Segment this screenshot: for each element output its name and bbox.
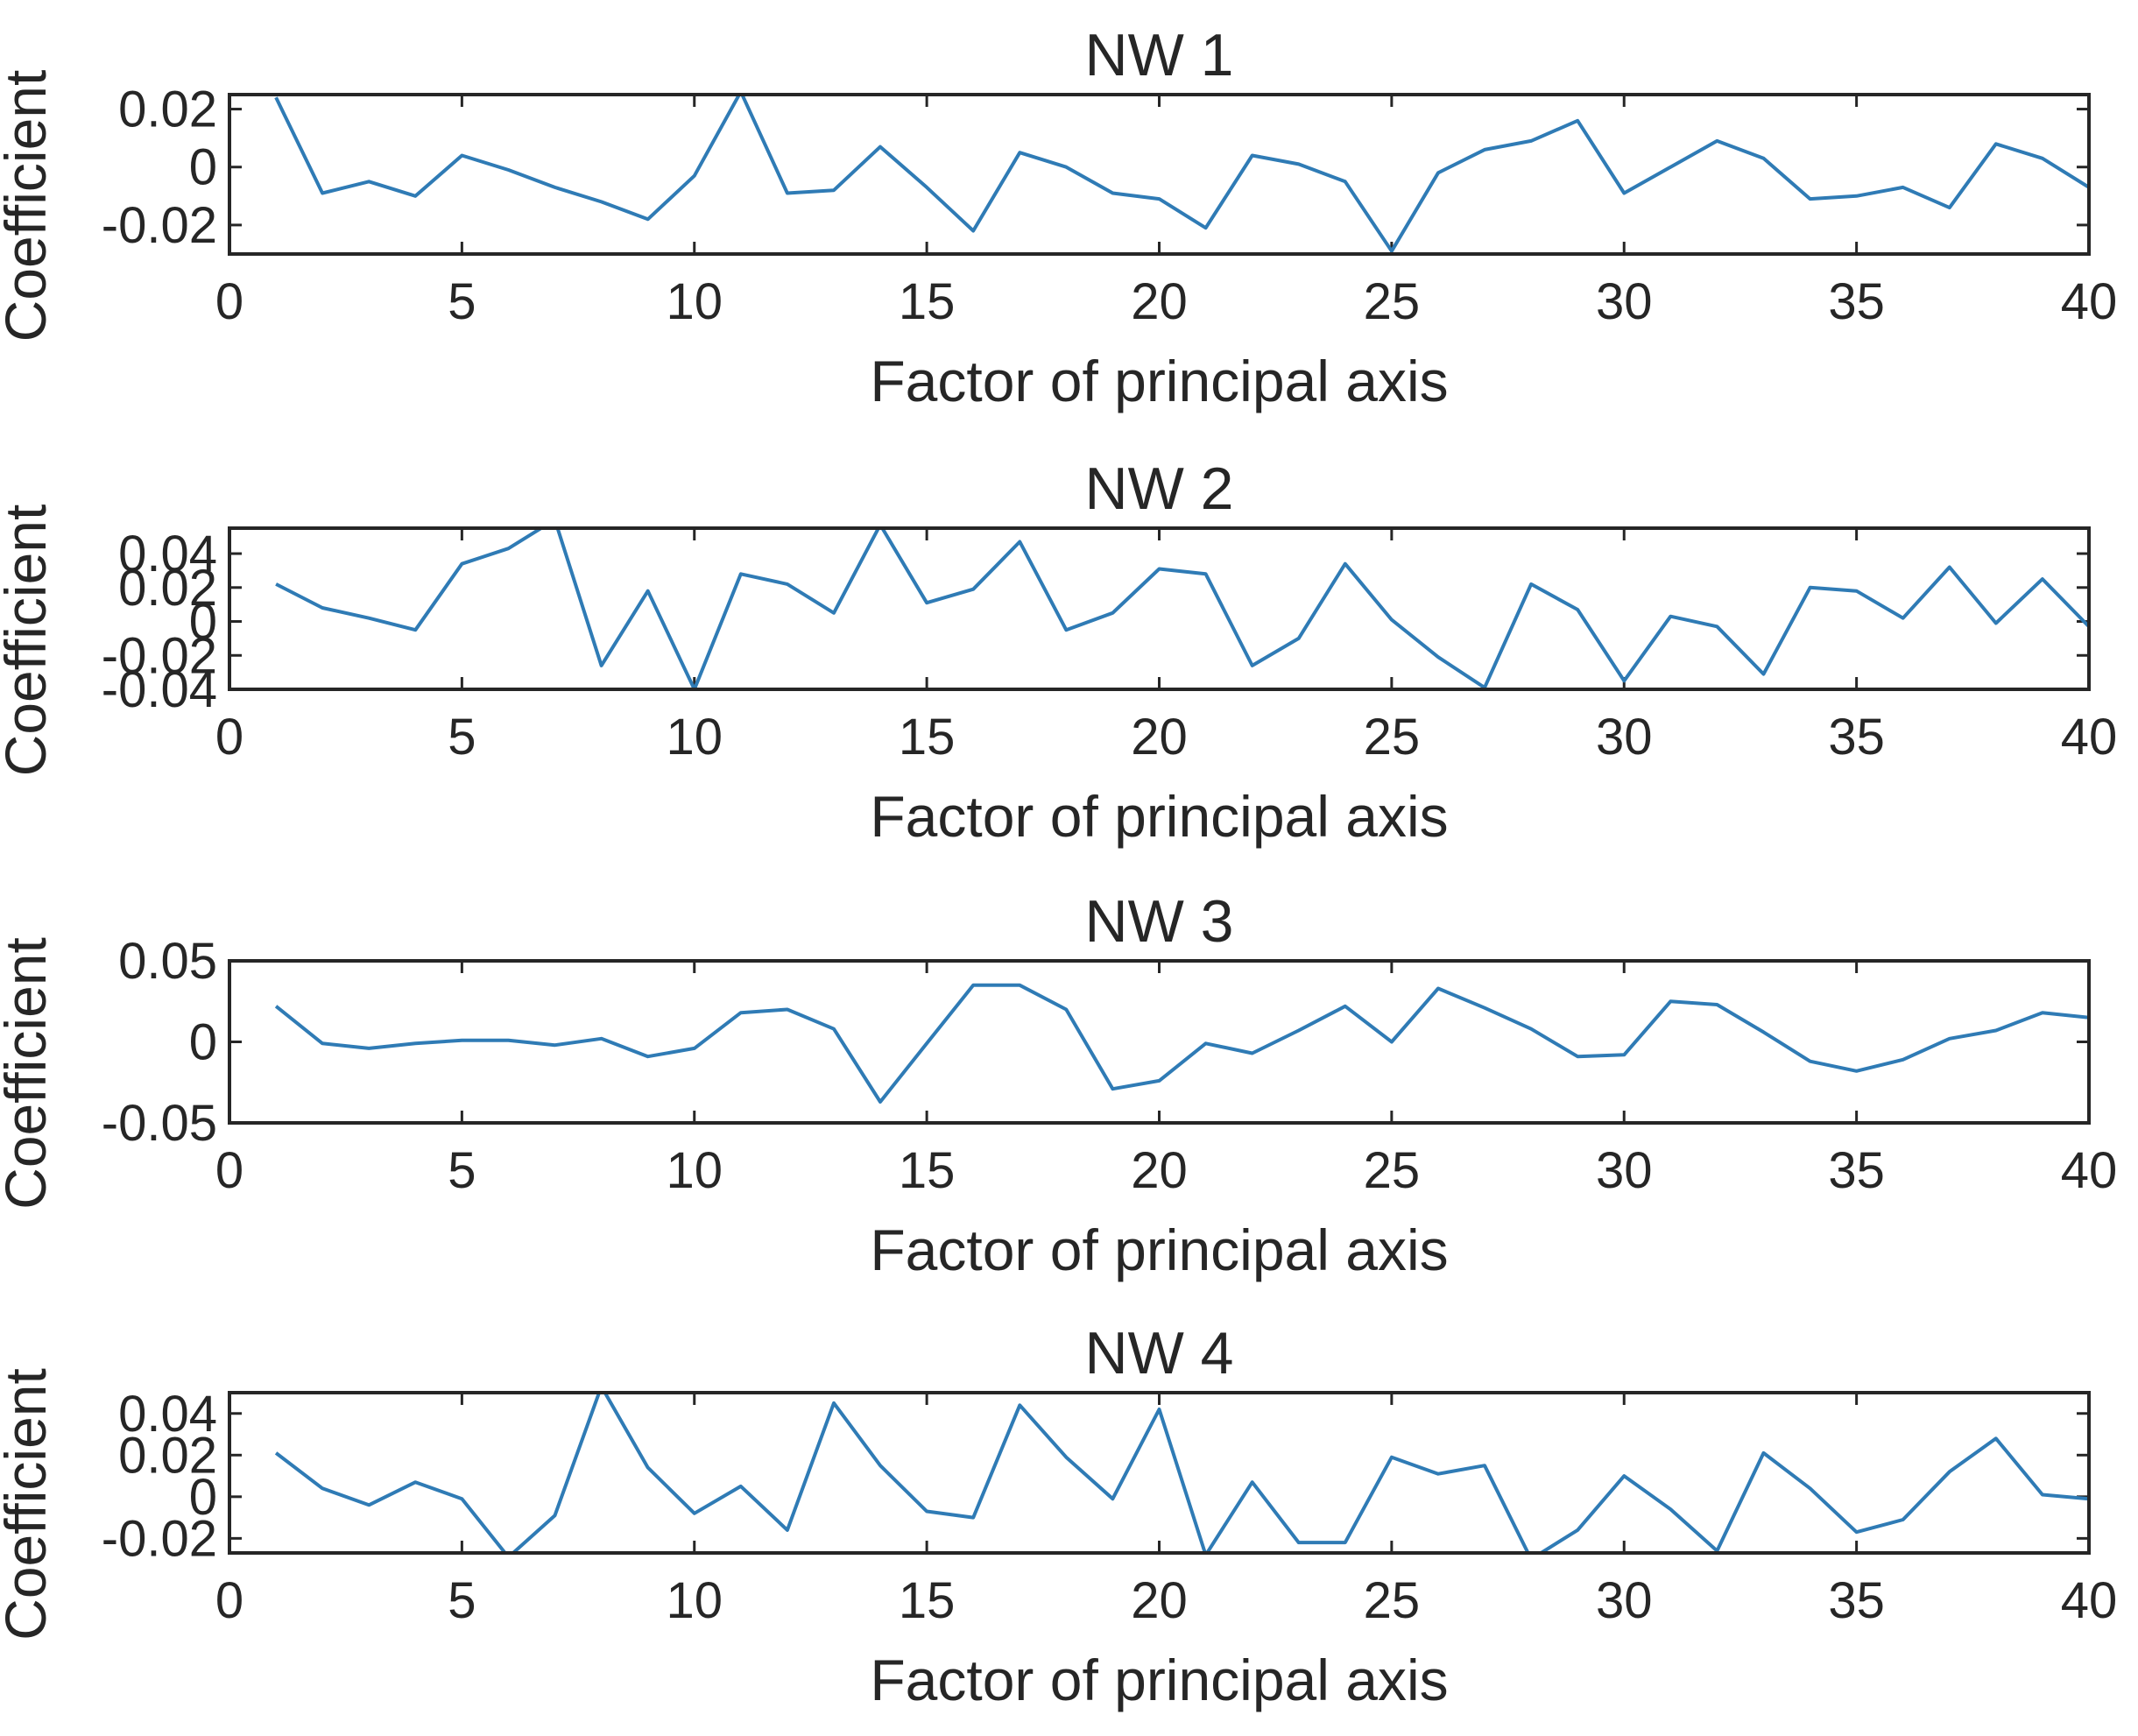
y-tick-label: 0 xyxy=(189,1469,217,1526)
x-tick-label: 0 xyxy=(215,709,243,766)
series-line xyxy=(274,95,2089,253)
x-tick-label: 40 xyxy=(2061,709,2118,766)
plot-frame xyxy=(228,93,2091,256)
y-tick-label: -0.02 xyxy=(102,197,217,254)
x-tick-label: 15 xyxy=(899,709,956,766)
x-tick-label: 20 xyxy=(1131,1572,1188,1629)
y-tick-label: -0.02 xyxy=(102,627,217,684)
x-tick-label: 30 xyxy=(1596,273,1653,330)
x-tick-label: 0 xyxy=(215,1142,243,1199)
subplot-title: NW 1 xyxy=(1085,22,1234,88)
x-tick-label: 5 xyxy=(448,273,476,330)
x-tick-label: 20 xyxy=(1131,709,1188,766)
x-tick-label: 35 xyxy=(1828,1142,1885,1199)
x-tick-label: 30 xyxy=(1596,709,1653,766)
y-axis-label: Coefficient xyxy=(0,937,58,1210)
y-tick-label: 0.02 xyxy=(118,1427,217,1484)
plot-frame xyxy=(228,526,2091,691)
x-tick-label: 10 xyxy=(666,1572,723,1629)
subplot-nw-4: NW 40 5 10 15 20 25 30 35 400.040.020-0.02Factor… xyxy=(0,1320,2117,1712)
subplot-nw-2: NW 20 5 10 15 20 25 30 35 400.040.020-0.02-0.04F… xyxy=(0,455,2117,849)
x-tick-label: 0 xyxy=(215,273,243,330)
x-tick-label: 15 xyxy=(899,1142,956,1199)
x-tick-label: 40 xyxy=(2061,1572,2118,1629)
x-tick-label: 25 xyxy=(1364,1142,1421,1199)
x-tick-label: 15 xyxy=(899,1572,956,1629)
x-tick-label: 30 xyxy=(1596,1572,1653,1629)
x-tick-label: 20 xyxy=(1131,273,1188,330)
x-tick-label: 0 xyxy=(215,1572,243,1629)
x-tick-label: 5 xyxy=(448,709,476,766)
y-tick-label: 0 xyxy=(189,139,217,196)
series-line xyxy=(274,983,2089,1104)
y-tick-label: -0.02 xyxy=(102,1510,217,1567)
x-tick-label: 10 xyxy=(666,273,723,330)
x-tick-label: 25 xyxy=(1364,1572,1421,1629)
series-line xyxy=(275,528,2089,689)
subplot-title: NW 4 xyxy=(1085,1320,1234,1387)
y-tick-label: -0.05 xyxy=(102,1095,217,1152)
y-tick-label: 0.02 xyxy=(118,560,217,617)
x-tick-label: 40 xyxy=(2061,273,2118,330)
x-tick-label: 25 xyxy=(1364,709,1421,766)
y-tick-label: -0.04 xyxy=(102,661,217,718)
y-axis-label: Coefficient xyxy=(0,505,58,777)
x-tick-label: 35 xyxy=(1828,273,1885,330)
x-axis-label: Factor of principal axis xyxy=(870,1217,1448,1282)
x-tick-label: 10 xyxy=(666,1142,723,1199)
x-tick-label: 40 xyxy=(2061,1142,2118,1199)
plot-frame xyxy=(228,1391,2091,1555)
y-tick-label: 0.02 xyxy=(118,81,217,138)
x-tick-label: 5 xyxy=(448,1572,476,1629)
x-tick-label: 35 xyxy=(1828,709,1885,766)
series-line xyxy=(274,1393,2089,1553)
x-axis-label: Factor of principal axis xyxy=(870,784,1448,849)
subplot-title: NW 3 xyxy=(1085,888,1234,955)
y-tick-label: 0.04 xyxy=(118,526,217,582)
x-tick-label: 35 xyxy=(1828,1572,1885,1629)
x-tick-label: 20 xyxy=(1131,1142,1188,1199)
x-axis-label: Factor of principal axis xyxy=(870,349,1448,413)
x-tick-label: 5 xyxy=(448,1142,476,1199)
x-tick-label: 15 xyxy=(899,273,956,330)
x-axis-label: Factor of principal axis xyxy=(870,1648,1448,1712)
x-tick-label: 25 xyxy=(1364,273,1421,330)
y-tick-label: 0.05 xyxy=(118,933,217,990)
y-axis-label: Coefficient xyxy=(0,70,58,342)
y-tick-label: 0 xyxy=(189,594,217,651)
y-tick-label: 0 xyxy=(189,1014,217,1071)
x-tick-label: 10 xyxy=(666,709,723,766)
x-tick-label: 30 xyxy=(1596,1142,1653,1199)
y-axis-label: Coefficient xyxy=(0,1368,58,1641)
y-tick-label: 0.04 xyxy=(118,1386,217,1443)
subplot-title: NW 2 xyxy=(1085,455,1234,522)
plot-frame xyxy=(228,959,2091,1125)
